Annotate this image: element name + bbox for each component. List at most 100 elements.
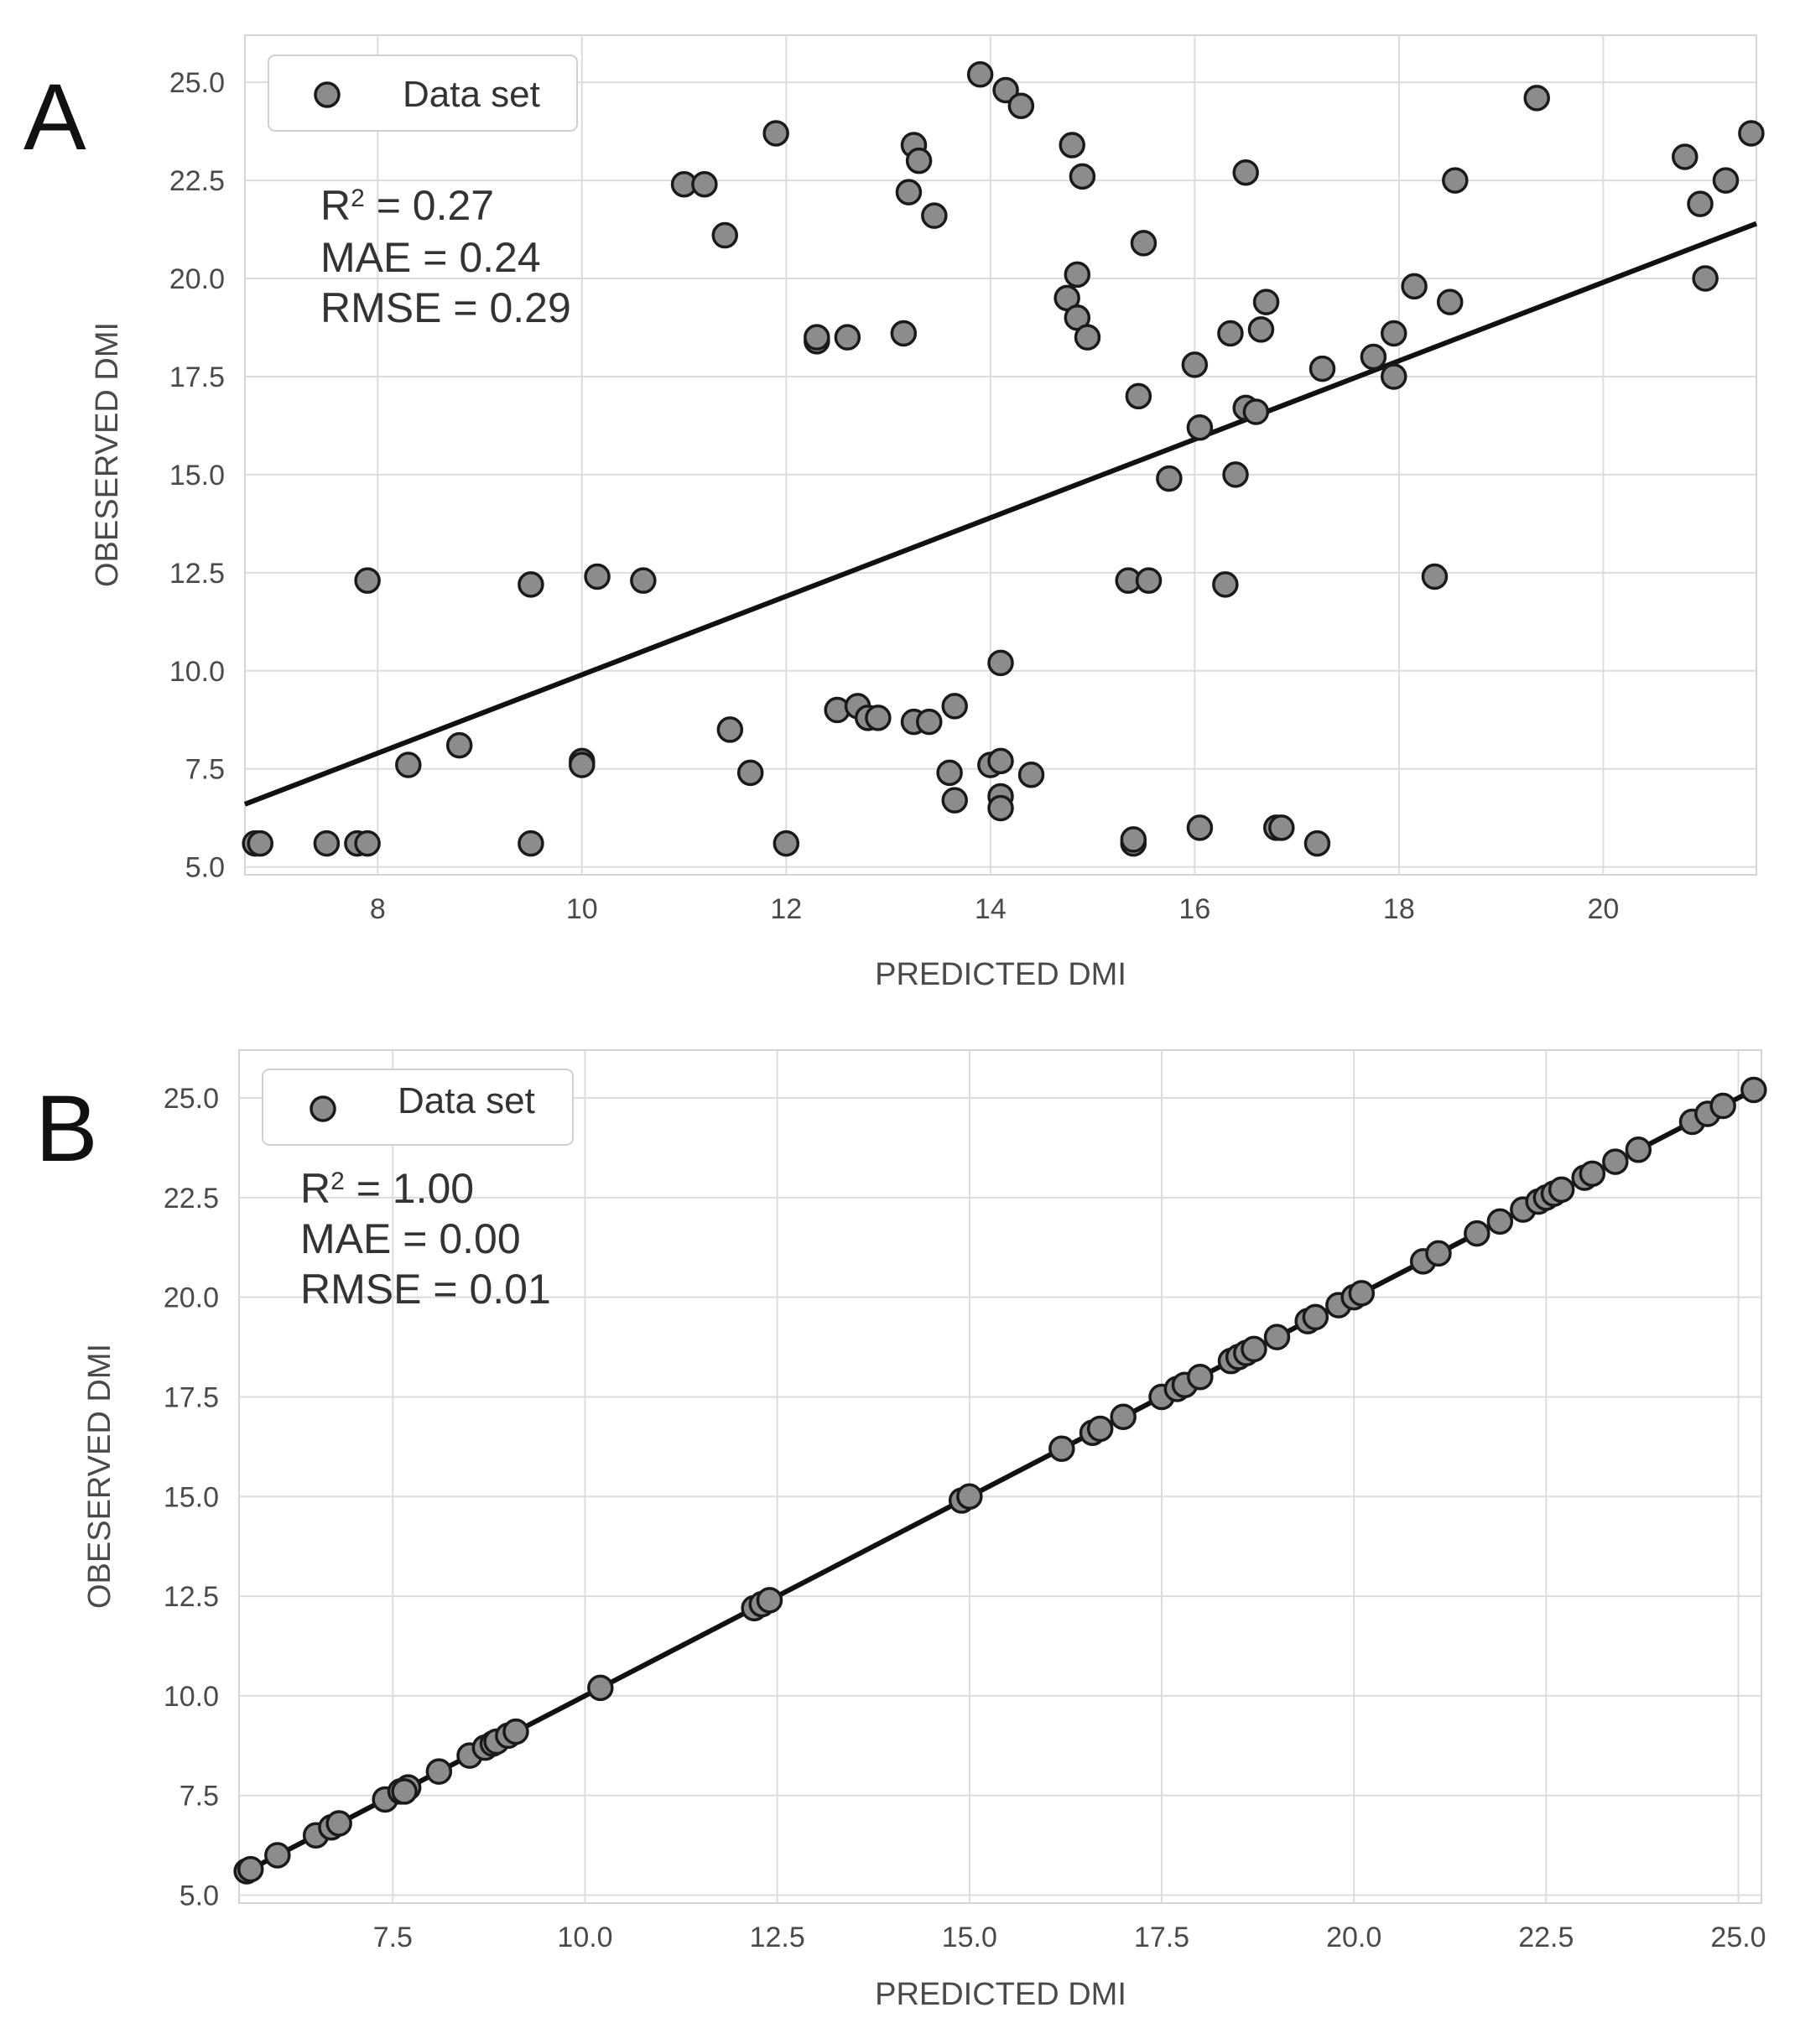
data-point — [354, 830, 381, 857]
data-point — [987, 747, 1014, 775]
data-point — [1263, 1324, 1291, 1350]
x-tick-label: 18 — [1383, 893, 1415, 925]
y-tick-label: 15.0 — [169, 460, 225, 491]
x-tick-label: 10.0 — [557, 1922, 612, 1953]
x-tick-label: 25.0 — [1710, 1922, 1766, 1953]
data-point — [941, 693, 968, 720]
y-tick-label: 7.5 — [185, 754, 225, 786]
data-point — [1672, 143, 1699, 170]
rmse-value: RMSE = 0.01 — [300, 1266, 551, 1313]
data-point — [1464, 1220, 1490, 1247]
data-point — [1268, 814, 1295, 841]
data-point — [325, 1810, 352, 1837]
panel-label: A — [23, 65, 86, 169]
data-point — [1381, 363, 1407, 390]
data-point — [1548, 1176, 1575, 1204]
data-point — [518, 571, 544, 598]
data-point — [1381, 320, 1407, 347]
data-point — [1007, 92, 1035, 119]
legend: Data set — [268, 55, 578, 132]
data-point — [1303, 830, 1331, 857]
y-tick-label: 15.0 — [164, 1481, 219, 1513]
data-point — [941, 787, 968, 814]
data-point — [1302, 1303, 1329, 1331]
r-squared-symbol: R — [300, 1165, 330, 1212]
y-axis-label: OBESERVED DMI — [90, 322, 125, 587]
data-point — [1156, 465, 1183, 492]
data-point — [916, 708, 943, 736]
y-tick-label: 20.0 — [164, 1282, 219, 1314]
data-point — [895, 179, 923, 205]
data-point — [921, 202, 948, 229]
data-point — [1125, 382, 1152, 410]
chart-panel-a: 8 10 12 14 16 18 20 5.0 7.5 10.0 12.5 15.0 17.5 20.0… — [23, 34, 1765, 992]
scatter-points — [242, 61, 1765, 857]
data-point — [569, 752, 596, 778]
data-point — [1222, 461, 1249, 488]
data-point — [247, 830, 274, 857]
data-point — [1442, 167, 1469, 194]
data-point — [1486, 1208, 1514, 1235]
y-tick-label: 7.5 — [179, 1781, 219, 1813]
data-point — [1687, 190, 1714, 217]
data-point — [425, 1758, 453, 1785]
data-point — [756, 1587, 783, 1614]
data-point — [762, 120, 789, 147]
data-point — [1212, 571, 1239, 598]
data-point — [1523, 85, 1550, 112]
data-point — [391, 1778, 418, 1805]
mae-value: MAE = 0.00 — [300, 1215, 521, 1262]
x-tick-labels: 8 10 12 14 16 18 20 — [370, 893, 1619, 925]
data-point — [1217, 320, 1244, 347]
data-point — [1186, 414, 1214, 441]
data-point — [711, 221, 739, 249]
data-point — [1017, 761, 1045, 788]
data-point — [237, 1855, 264, 1883]
y-tick-label: 25.0 — [164, 1083, 219, 1115]
data-point — [1252, 289, 1280, 315]
x-tick-label: 10 — [566, 893, 598, 925]
data-point — [1135, 567, 1163, 594]
data-point — [354, 567, 381, 594]
data-point — [395, 752, 422, 778]
data-point — [716, 716, 744, 743]
data-point — [992, 76, 1019, 104]
data-point — [1059, 132, 1085, 159]
data-point — [264, 1842, 291, 1869]
data-point — [1421, 563, 1449, 590]
x-axis-label: PREDICTED DMI — [875, 1977, 1126, 2012]
y-tick-label: 5.0 — [179, 1880, 219, 1911]
x-tick-label: 12.5 — [750, 1922, 805, 1953]
data-point — [987, 649, 1014, 677]
x-tick-label: 15.0 — [942, 1922, 997, 1953]
data-point — [1241, 1335, 1267, 1363]
data-point — [1692, 265, 1719, 292]
data-point — [1069, 163, 1096, 190]
legend-marker — [314, 81, 341, 108]
data-point — [1086, 1415, 1114, 1443]
legend-box — [262, 1069, 574, 1146]
data-point — [1187, 1363, 1214, 1391]
x-tick-label: 20.0 — [1326, 1922, 1381, 1953]
x-tick-label: 16 — [1178, 893, 1210, 925]
r-squared-exponent: 2 — [351, 185, 365, 212]
data-point — [1247, 316, 1275, 343]
legend-label: Data set — [398, 1080, 535, 1121]
x-tick-label: 22.5 — [1518, 1922, 1574, 1953]
r-squared: R2 = 1.00 — [300, 1165, 474, 1212]
data-point — [865, 705, 892, 731]
data-point — [804, 324, 830, 351]
mae-value: MAE = 0.24 — [320, 234, 541, 281]
data-point — [905, 147, 933, 174]
data-point — [1712, 167, 1740, 194]
r-squared-value: = 1.00 — [345, 1165, 474, 1212]
x-tick-label: 7.5 — [373, 1922, 413, 1953]
data-point — [502, 1718, 529, 1745]
data-point — [1579, 1160, 1606, 1188]
y-tick-label: 10.0 — [169, 656, 225, 688]
y-tick-label: 25.0 — [169, 67, 225, 99]
x-axis-label: PREDICTED DMI — [875, 957, 1126, 992]
data-point — [890, 320, 918, 347]
data-point — [956, 1483, 983, 1511]
